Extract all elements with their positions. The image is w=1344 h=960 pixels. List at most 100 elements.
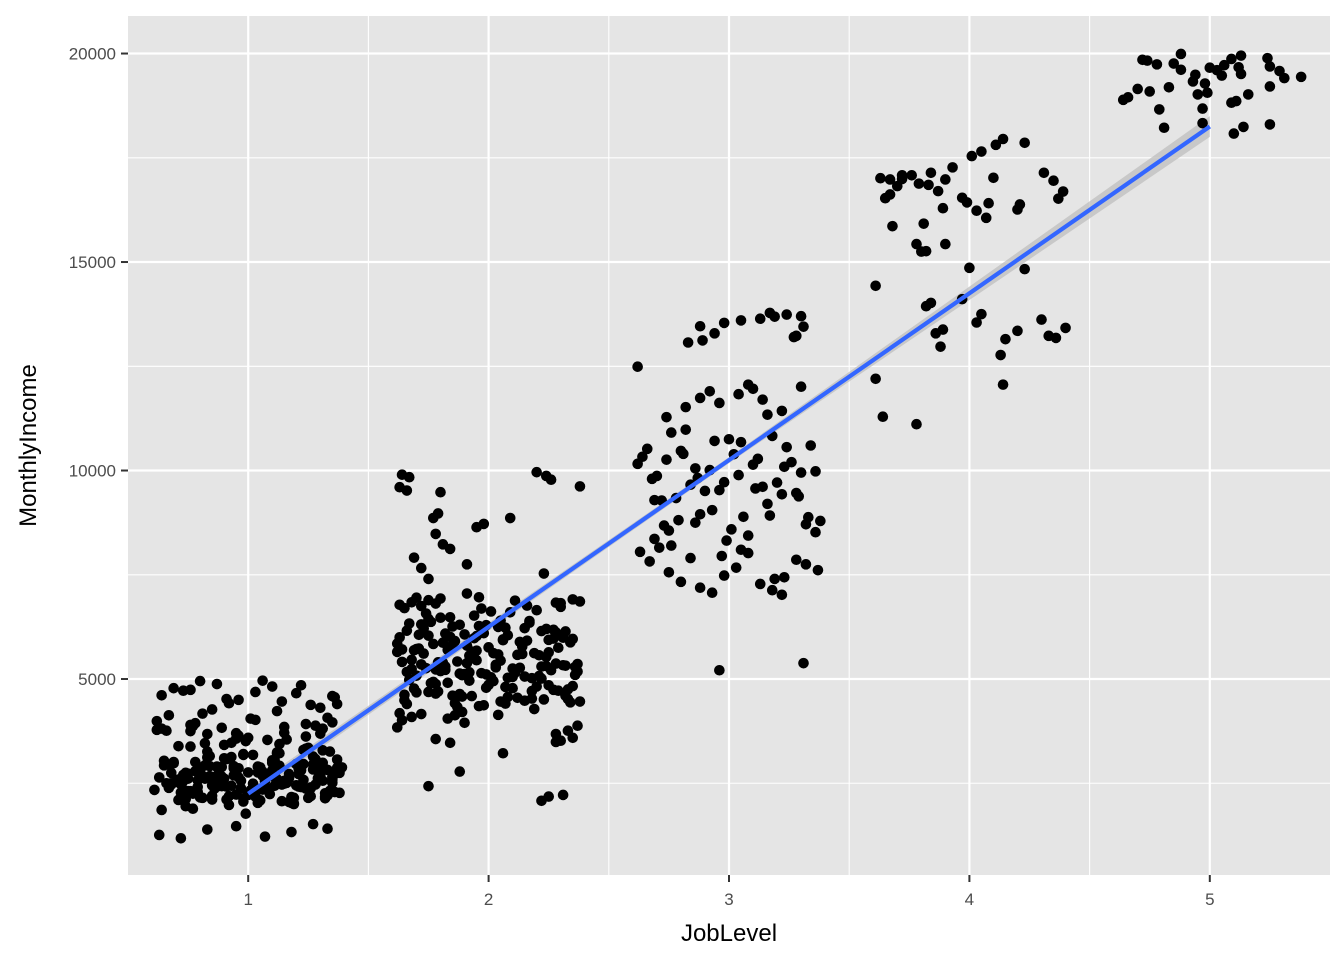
data-point — [976, 308, 987, 320]
data-point — [550, 597, 562, 609]
data-point — [454, 766, 466, 777]
data-point — [798, 321, 809, 332]
data-point — [935, 341, 946, 352]
data-point — [1151, 59, 1163, 70]
data-point — [776, 589, 788, 601]
data-point — [947, 162, 958, 173]
data-point — [762, 498, 773, 510]
data-point — [706, 504, 718, 516]
data-point — [1295, 71, 1307, 83]
data-point — [423, 630, 434, 641]
data-point — [192, 781, 204, 793]
data-point — [778, 571, 790, 583]
data-point — [764, 510, 776, 521]
data-point — [228, 760, 240, 772]
data-point — [250, 714, 261, 726]
data-point — [742, 530, 754, 541]
data-point — [1000, 333, 1011, 345]
data-point — [322, 712, 333, 724]
data-point — [1262, 52, 1273, 64]
x-tick-label: 4 — [965, 890, 974, 909]
data-point — [990, 139, 1002, 151]
data-point — [221, 693, 232, 705]
data-point — [976, 146, 987, 157]
data-point — [295, 679, 307, 691]
data-point — [334, 767, 345, 779]
data-point — [795, 310, 807, 322]
data-point — [766, 584, 778, 596]
data-point — [274, 738, 285, 750]
data-point — [406, 663, 417, 675]
data-point — [413, 629, 425, 641]
data-point — [415, 659, 427, 670]
data-point — [730, 562, 742, 573]
data-point — [666, 540, 677, 551]
data-point — [502, 672, 514, 684]
data-point — [738, 511, 749, 523]
data-point — [536, 661, 547, 672]
data-point — [699, 485, 711, 497]
data-point — [269, 755, 280, 766]
data-point — [194, 675, 206, 687]
data-point — [762, 409, 773, 420]
data-point — [394, 632, 405, 643]
data-point — [540, 470, 552, 482]
data-point — [259, 831, 271, 842]
data-point — [653, 542, 665, 553]
data-point — [726, 524, 737, 535]
data-point — [430, 678, 442, 690]
data-point — [1012, 204, 1023, 215]
data-point — [461, 559, 473, 570]
data-point — [322, 823, 333, 835]
data-point — [466, 690, 478, 702]
data-point — [464, 675, 475, 686]
data-point — [1235, 50, 1247, 61]
data-point — [812, 564, 824, 576]
data-point — [264, 788, 276, 800]
data-point — [1036, 314, 1047, 325]
data-point — [567, 732, 579, 744]
data-point — [471, 654, 482, 666]
data-point — [396, 714, 408, 726]
data-point — [257, 770, 268, 782]
data-point — [430, 688, 442, 699]
data-point — [175, 833, 187, 844]
data-point — [964, 262, 975, 274]
data-point — [641, 443, 653, 455]
data-point — [233, 772, 244, 783]
data-point — [483, 642, 494, 653]
data-point — [742, 379, 754, 390]
data-point — [913, 178, 925, 189]
data-point — [1050, 332, 1062, 344]
data-point — [512, 692, 523, 704]
data-point — [704, 385, 716, 397]
data-point — [1122, 92, 1134, 103]
data-point — [408, 683, 420, 694]
data-point — [983, 197, 994, 209]
data-point — [764, 307, 776, 319]
data-point — [211, 678, 223, 690]
data-point — [769, 573, 780, 585]
y-axis-ticks: 5000 10000 15000 20000 — [69, 45, 128, 689]
data-point — [223, 790, 235, 802]
data-point — [519, 671, 530, 682]
y-tick-label: 10000 — [69, 462, 116, 481]
data-point — [204, 760, 216, 772]
data-point — [526, 685, 538, 697]
data-point — [574, 696, 586, 707]
data-point — [634, 546, 646, 558]
data-point — [1199, 78, 1211, 89]
data-point — [454, 619, 466, 631]
data-point — [680, 424, 692, 435]
data-point — [791, 554, 802, 566]
data-point — [906, 169, 918, 181]
data-point — [658, 520, 670, 531]
data-point — [435, 612, 446, 624]
data-point — [735, 315, 747, 326]
data-point — [971, 317, 982, 328]
data-point — [875, 172, 886, 184]
data-point — [408, 552, 420, 563]
data-point — [156, 804, 167, 816]
data-point — [315, 702, 326, 714]
